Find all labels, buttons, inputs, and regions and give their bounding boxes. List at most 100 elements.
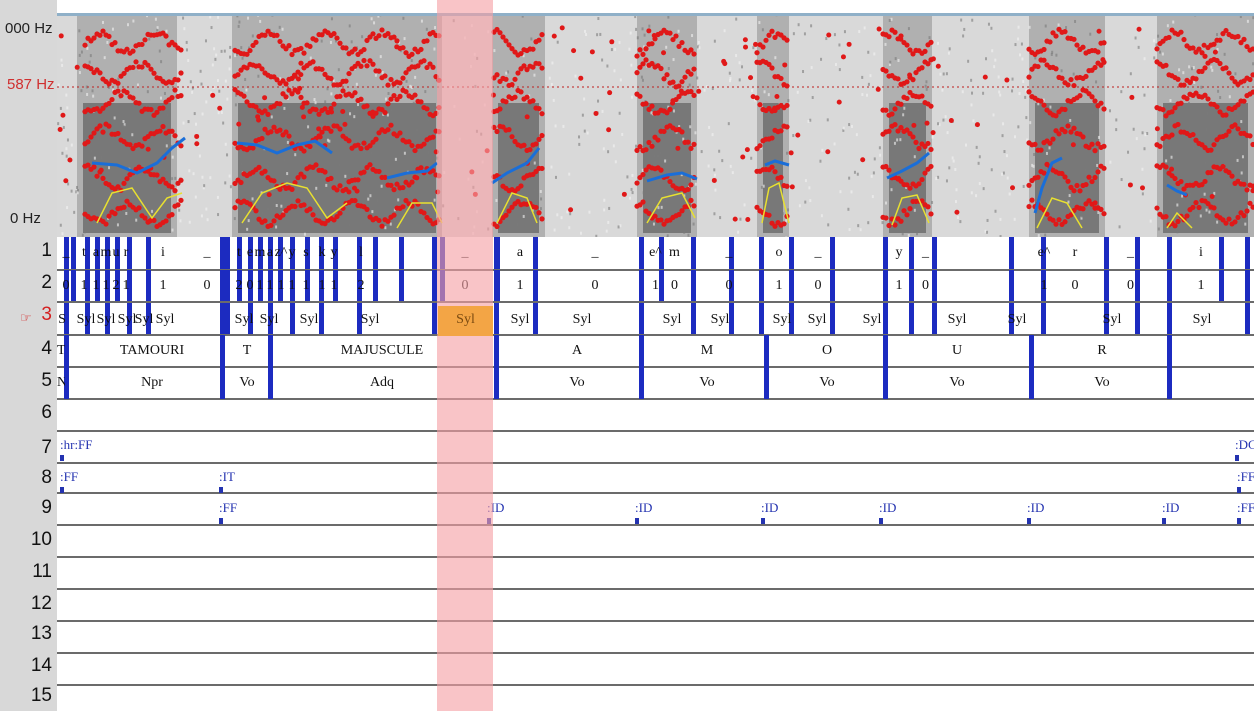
interval-boundary[interactable] — [1009, 270, 1014, 301]
tier-number-1[interactable]: 1 — [41, 240, 52, 261]
phoneme-interval[interactable]: y — [288, 245, 296, 260]
stress-interval[interactable]: 1 — [266, 278, 274, 293]
syllable-interval[interactable]: Syl — [807, 312, 827, 327]
interval-boundary[interactable] — [115, 270, 120, 301]
stress-interval[interactable]: 1 — [159, 278, 167, 293]
interval-boundary[interactable] — [432, 303, 437, 334]
interval-boundary[interactable] — [237, 270, 242, 301]
stress-interval[interactable]: 1 — [652, 278, 659, 293]
interval-boundary[interactable] — [71, 270, 76, 301]
interval-boundary[interactable] — [268, 335, 273, 367]
syllable-interval[interactable]: Syl — [234, 312, 254, 327]
syllable-interval[interactable]: Syl — [360, 312, 380, 327]
syllable-interval[interactable]: Syl — [772, 312, 792, 327]
interval-boundary[interactable] — [95, 237, 100, 269]
phoneme-interval[interactable]: _ — [203, 245, 211, 260]
stress-interval[interactable]: 1 — [516, 278, 524, 293]
tier-number-8[interactable]: 8 — [41, 467, 52, 488]
interval-boundary[interactable] — [883, 237, 888, 269]
interval-boundary[interactable] — [64, 335, 69, 367]
phoneme-interval[interactable]: u — [112, 245, 120, 260]
interval-boundary[interactable] — [830, 303, 835, 334]
syllable-interval[interactable]: Syl — [947, 312, 967, 327]
interval-boundary[interactable] — [1167, 237, 1172, 269]
stress-interval[interactable]: 0 — [1071, 278, 1079, 293]
interval-boundary[interactable] — [225, 303, 230, 334]
phoneme-interval[interactable]: m — [100, 245, 112, 260]
stress-interval[interactable]: 1 — [302, 278, 310, 293]
interval-boundary[interactable] — [146, 303, 151, 334]
interval-boundary[interactable] — [64, 367, 69, 399]
event-marker[interactable]: :DC — [1235, 437, 1254, 461]
interval-boundary[interactable] — [1167, 367, 1172, 399]
stress-interval[interactable]: 1 — [330, 278, 338, 293]
stress-interval[interactable]: 1 — [80, 278, 88, 293]
interval-boundary[interactable] — [1104, 303, 1109, 334]
pos-interval[interactable]: Adq — [369, 375, 395, 390]
tier-number-14[interactable]: 14 — [30, 655, 52, 676]
interval-boundary[interactable] — [639, 335, 644, 367]
interval-boundary[interactable] — [789, 270, 794, 301]
interval-boundary[interactable] — [1009, 303, 1014, 334]
syllable-interval[interactable]: Syl — [510, 312, 530, 327]
interval-boundary[interactable] — [146, 270, 151, 301]
interval-boundary[interactable] — [1245, 303, 1250, 334]
interval-boundary[interactable] — [290, 237, 295, 269]
interval-boundary[interactable] — [1135, 303, 1140, 334]
stress-interval[interactable]: 0 — [591, 278, 599, 293]
annotation-tiers[interactable]: _tamuri_temaz^yskyl_a_e^m_o_y_e^r_i01112… — [57, 237, 1254, 711]
interval-boundary[interactable] — [373, 270, 378, 301]
interval-boundary[interactable] — [1041, 270, 1046, 301]
interval-boundary[interactable] — [105, 303, 110, 334]
interval-boundary[interactable] — [290, 303, 295, 334]
stress-interval[interactable]: 0 — [1127, 278, 1134, 293]
event-marker[interactable]: :FF — [60, 469, 78, 493]
syllable-interval[interactable]: Syl — [1192, 312, 1212, 327]
phoneme-interval[interactable]: _ — [1127, 245, 1134, 260]
phoneme-interval[interactable]: z^ — [274, 245, 288, 260]
phoneme-interval[interactable]: m — [254, 245, 266, 260]
interval-boundary[interactable] — [64, 303, 69, 334]
interval-boundary[interactable] — [1041, 303, 1046, 334]
interval-boundary[interactable] — [1245, 237, 1250, 269]
syllable-interval[interactable]: Syl — [259, 312, 279, 327]
word-interval[interactable]: O — [821, 343, 833, 358]
tier-number-10[interactable]: 10 — [30, 529, 52, 550]
phoneme-interval[interactable]: _ — [814, 245, 822, 260]
phoneme-interval[interactable]: y — [330, 245, 338, 260]
phoneme-interval[interactable]: s — [303, 245, 309, 260]
event-marker[interactable]: :ID — [635, 500, 652, 524]
tier-number-6[interactable]: 6 — [41, 402, 52, 423]
interval-boundary[interactable] — [305, 270, 310, 301]
interval-boundary[interactable] — [1219, 270, 1224, 301]
interval-boundary[interactable] — [759, 270, 764, 301]
interval-boundary[interactable] — [127, 303, 132, 334]
interval-boundary[interactable] — [278, 237, 283, 269]
interval-boundary[interactable] — [115, 237, 120, 269]
interval-boundary[interactable] — [1104, 270, 1109, 301]
tier-number-15[interactable]: 15 — [30, 685, 52, 706]
interval-boundary[interactable] — [639, 237, 644, 269]
pos-interval[interactable]: Vo — [569, 375, 585, 390]
word-interval[interactable]: R — [1097, 343, 1107, 358]
tier-number-3[interactable]: 3 — [41, 304, 52, 325]
pos-interval[interactable]: Vo — [1094, 375, 1110, 390]
interval-boundary[interactable] — [220, 335, 225, 367]
interval-boundary[interactable] — [225, 270, 230, 301]
syllable-interval[interactable]: Syl — [155, 312, 175, 327]
interval-boundary[interactable] — [691, 270, 696, 301]
interval-boundary[interactable] — [789, 237, 794, 269]
interval-boundary[interactable] — [85, 303, 90, 334]
interval-boundary[interactable] — [759, 303, 764, 334]
interval-boundary[interactable] — [1135, 270, 1140, 301]
interval-boundary[interactable] — [909, 303, 914, 334]
interval-boundary[interactable] — [432, 237, 437, 269]
word-interval[interactable]: T — [57, 343, 65, 358]
interval-boundary[interactable] — [830, 237, 835, 269]
interval-boundary[interactable] — [248, 237, 253, 269]
interval-boundary[interactable] — [932, 237, 937, 269]
interval-boundary[interactable] — [85, 270, 90, 301]
stress-interval[interactable]: 1 — [1040, 278, 1048, 293]
interval-boundary[interactable] — [220, 303, 225, 334]
interval-boundary[interactable] — [220, 367, 225, 399]
